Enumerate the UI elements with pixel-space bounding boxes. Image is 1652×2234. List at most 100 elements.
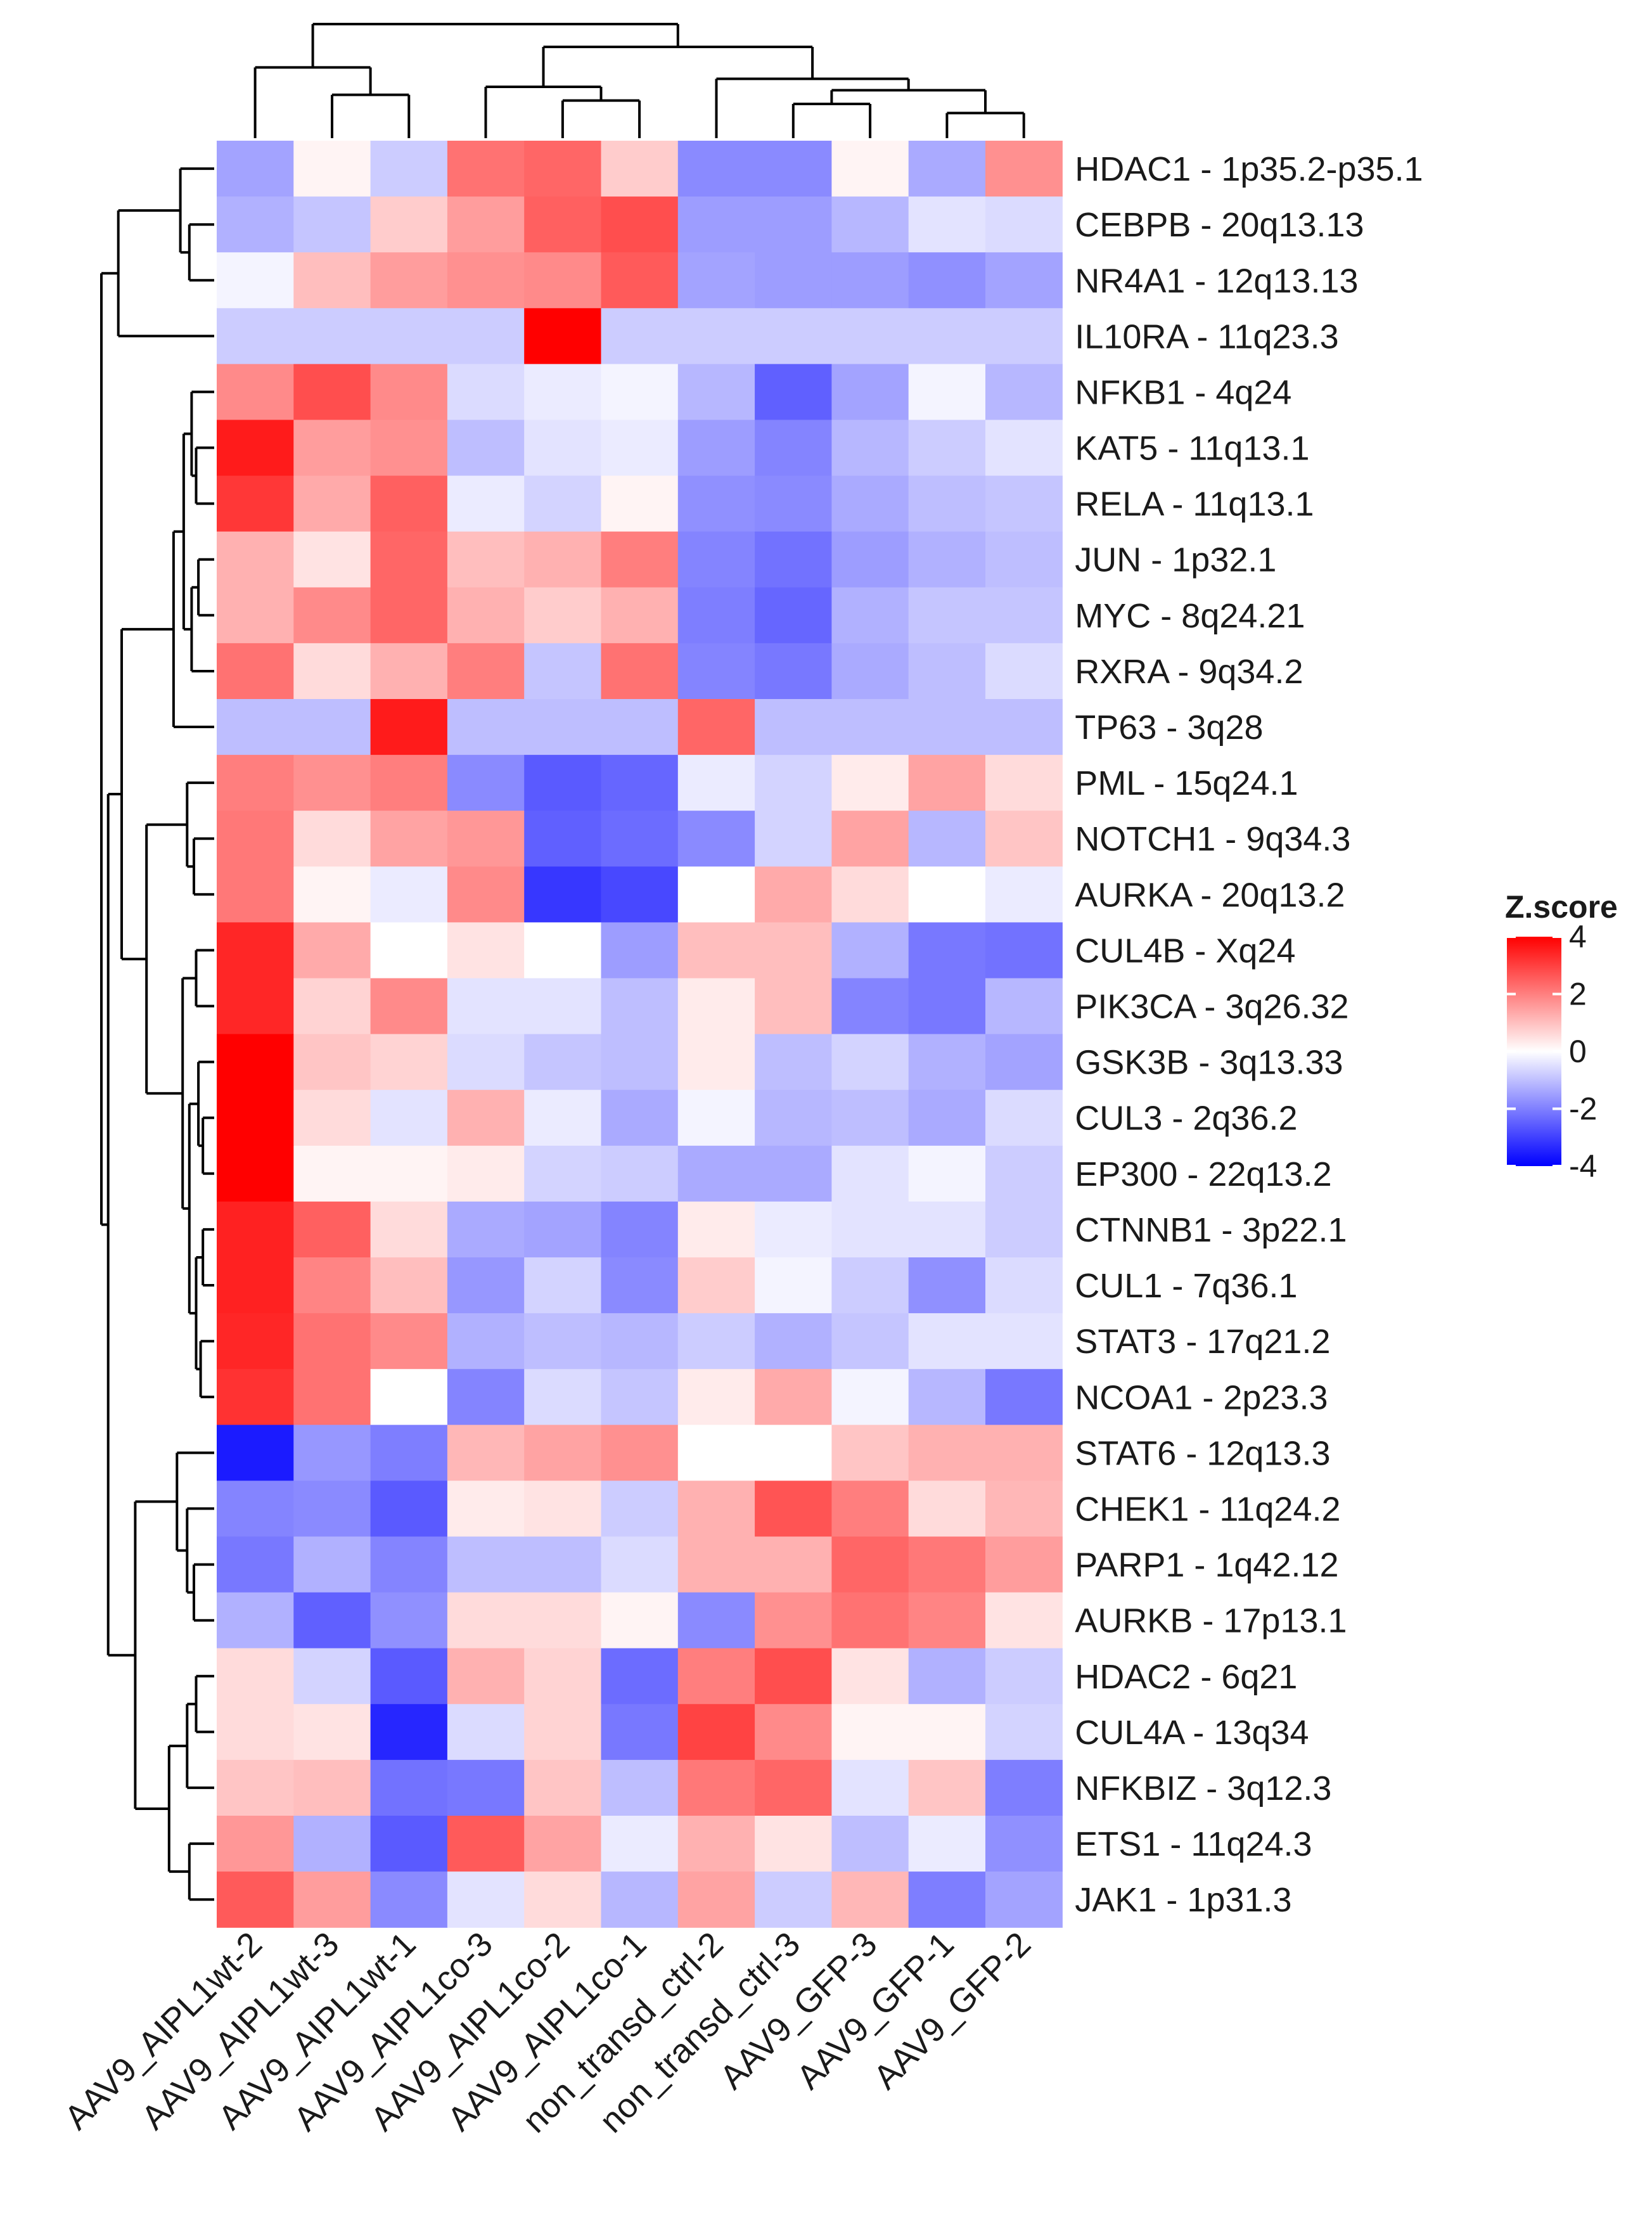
heatmap-cell: [601, 1648, 679, 1705]
heatmap-cell: [755, 1759, 832, 1816]
heatmap-cell: [370, 699, 448, 755]
heatmap-cell: [601, 1536, 679, 1593]
heatmap-cell: [831, 1704, 909, 1761]
dendrogram-branch: [190, 586, 214, 672]
heatmap-cell: [370, 1257, 448, 1314]
heatmap-cell: [831, 1201, 909, 1258]
row-label: ETS1 - 11q24.3: [1075, 1825, 1312, 1863]
heatmap-cell: [677, 1201, 755, 1258]
heatmap-cell: [447, 1759, 525, 1816]
heatmap-cell: [447, 978, 525, 1035]
heatmap-cell: [524, 531, 602, 588]
heatmap-cell: [755, 1871, 832, 1928]
heatmap-cell: [985, 1089, 1063, 1146]
row-label: STAT3 - 17q21.2: [1075, 1323, 1330, 1361]
legend-title: Z.score: [1505, 889, 1618, 925]
heatmap-cell: [447, 1536, 525, 1593]
heatmap-cell: [985, 475, 1063, 532]
row-dendrogram: [100, 167, 214, 1901]
row-label: PML - 15q24.1: [1075, 764, 1298, 802]
heatmap-cell: [601, 866, 679, 923]
heatmap-cell: [293, 531, 371, 588]
heatmap-cell: [908, 1480, 986, 1537]
heatmap-cell: [985, 531, 1063, 588]
heatmap-cell: [755, 531, 832, 588]
heatmap-cell: [601, 1145, 679, 1202]
heatmap-cell: [447, 1425, 525, 1481]
heatmap-cell: [217, 308, 294, 364]
heatmap-cell: [755, 1089, 832, 1146]
heatmap-cell: [601, 922, 679, 979]
heatmap-cell: [755, 699, 832, 755]
heatmap-cell: [601, 420, 679, 477]
heatmap-cell: [217, 1871, 294, 1928]
heatmap-cell: [370, 1425, 448, 1481]
heatmap-cell: [370, 1759, 448, 1816]
heatmap-cell: [908, 531, 986, 588]
heatmap-cell: [217, 1704, 294, 1761]
row-label: CEBPB - 20q13.13: [1075, 206, 1364, 244]
heatmap-cell: [677, 1648, 755, 1705]
row-label: PARP1 - 1q42.12: [1075, 1546, 1338, 1584]
heatmap-cell: [755, 1592, 832, 1649]
row-label: NFKB1 - 4q24: [1075, 373, 1291, 411]
heatmap-cell: [601, 1592, 679, 1649]
heatmap-cell: [217, 252, 294, 309]
heatmap-cell: [985, 1034, 1063, 1091]
heatmap-cell: [755, 1480, 832, 1537]
dendrogram-branch: [193, 837, 214, 896]
heatmap-cell: [831, 1480, 909, 1537]
legend-tick-label: 4: [1569, 919, 1587, 954]
heatmap-cell: [601, 1816, 679, 1872]
heatmap-cell: [524, 1201, 602, 1258]
heatmap-cell: [755, 1313, 832, 1370]
heatmap-cell: [524, 643, 602, 700]
heatmap-cell: [447, 587, 525, 644]
heatmap-cell: [985, 1369, 1063, 1425]
heatmap-cell: [370, 1089, 448, 1146]
heatmap-cell: [601, 475, 679, 532]
heatmap-cell: [908, 1816, 986, 1872]
heatmap-cell: [447, 1257, 525, 1314]
heatmap-cell: [831, 1034, 909, 1091]
row-label: CUL1 - 7q36.1: [1075, 1267, 1297, 1305]
heatmap-cell: [755, 1648, 832, 1705]
heatmap-cell: [217, 1536, 294, 1593]
heatmap-cell: [524, 866, 602, 923]
heatmap-cell: [293, 1425, 371, 1481]
heatmap-cell: [293, 1480, 371, 1537]
heatmap-cell: [985, 1480, 1063, 1537]
heatmap-cell: [370, 1369, 448, 1425]
heatmap-cell: [217, 364, 294, 421]
heatmap-cell: [370, 1313, 448, 1370]
heatmap-cell: [831, 531, 909, 588]
heatmap-cell: [293, 866, 371, 923]
heatmap-cell: [985, 755, 1063, 811]
heatmap-cell: [447, 755, 525, 811]
heatmap-cell: [831, 475, 909, 532]
heatmap-cell: [831, 587, 909, 644]
heatmap-cell: [524, 1425, 602, 1481]
heatmap-cell: [447, 141, 525, 197]
heatmap-cell: [524, 308, 602, 364]
heatmap-cell: [908, 699, 986, 755]
heatmap-cell: [985, 1704, 1063, 1761]
heatmap-cell: [524, 1816, 602, 1872]
heatmap-cell: [831, 699, 909, 755]
heatmap-cell: [908, 1034, 986, 1091]
heatmap-cell: [831, 643, 909, 700]
heatmap-cell: [677, 1089, 755, 1146]
heatmap-cell: [908, 420, 986, 477]
heatmap-cell: [370, 643, 448, 700]
heatmap-cell: [908, 922, 986, 979]
heatmap-cell: [601, 1034, 679, 1091]
heatmap-cell: [601, 755, 679, 811]
heatmap-cell: [755, 141, 832, 197]
heatmap-cell: [293, 308, 371, 364]
heatmap-cell: [908, 1704, 986, 1761]
heatmap-cell: [985, 1816, 1063, 1872]
heatmap-cell: [985, 1592, 1063, 1649]
dendrogram-branch: [791, 103, 872, 138]
